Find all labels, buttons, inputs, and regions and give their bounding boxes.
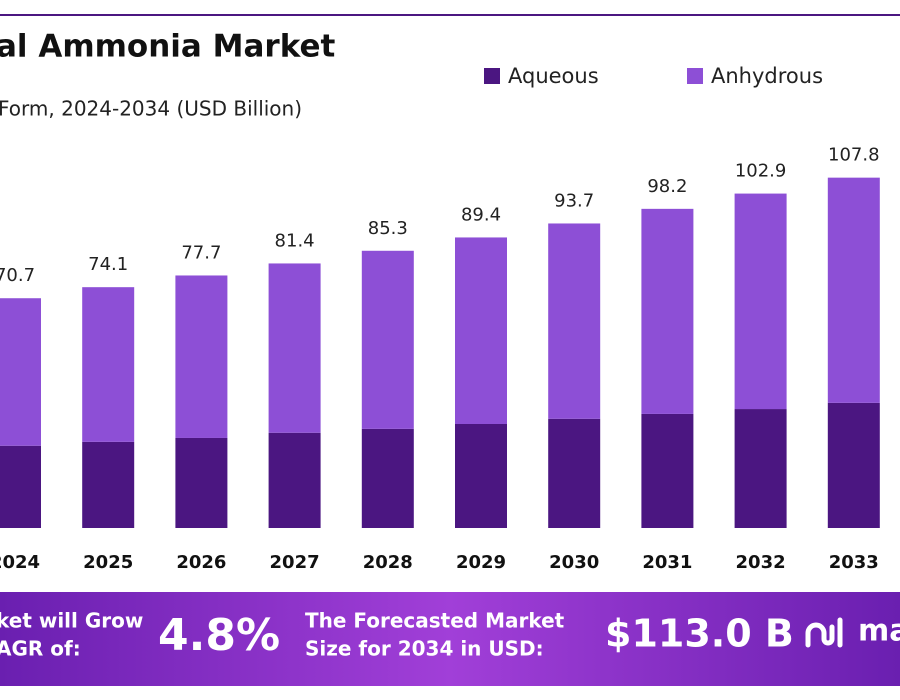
bar-segment	[734, 193, 787, 410]
data-label: 107.8	[828, 145, 880, 166]
x-tick-label: 2026	[176, 552, 226, 573]
data-label: 77.7	[181, 242, 221, 263]
bar-segment	[268, 432, 321, 528]
data-label: 74.1	[88, 254, 128, 275]
banner-text: AGR of:	[0, 637, 81, 661]
bar-segment	[175, 275, 228, 438]
bar-segment	[641, 208, 694, 414]
legend-label: Anhydrous	[711, 64, 823, 88]
bar-segment	[827, 177, 880, 403]
x-tick-label: 2027	[270, 552, 320, 573]
legend-swatch	[687, 68, 703, 84]
bar-segment	[548, 418, 601, 528]
banner-text: The Forecasted Market	[305, 609, 565, 633]
bar-segment	[82, 441, 135, 528]
bar-segment	[268, 263, 321, 433]
bar-segment	[455, 424, 507, 528]
bar-segment	[82, 287, 135, 442]
data-label: 102.9	[735, 161, 787, 182]
data-label: 70.7	[0, 265, 35, 286]
bar-segment	[455, 237, 507, 424]
x-tick-label: 2025	[83, 552, 133, 573]
bar-segment	[0, 298, 41, 446]
top-border	[0, 14, 900, 16]
banner-text: Size for 2034 in USD:	[305, 637, 544, 661]
x-tick-label: 2030	[549, 552, 599, 573]
x-tick-label: 2024	[0, 552, 40, 573]
banner-text: ket will Grow	[0, 609, 143, 633]
data-label: 85.3	[368, 218, 408, 239]
x-tick-label: 2033	[829, 552, 879, 573]
legend-label: Aqueous	[508, 64, 599, 88]
bar-segment	[641, 413, 694, 528]
bar-segment	[548, 223, 601, 419]
bar-segment	[734, 409, 787, 528]
banner	[0, 592, 900, 686]
data-label: 81.4	[275, 230, 315, 251]
bar-segment	[175, 437, 228, 528]
x-tick-label: 2031	[642, 552, 692, 573]
x-tick-label: 2032	[736, 552, 786, 573]
logo-icon	[805, 617, 843, 648]
x-tick-label: 2029	[456, 552, 506, 573]
x-tick-label: 2028	[363, 552, 413, 573]
legend-swatch	[484, 68, 500, 84]
chart-title: al Ammonia Market	[0, 29, 336, 65]
logo-text: ma	[858, 614, 900, 649]
bar-segment	[361, 250, 414, 429]
chart-subtitle: Form, 2024-2034 (USD Billion)	[0, 97, 302, 121]
bar-segment	[0, 445, 41, 528]
cagr-value: 4.8%	[158, 610, 280, 661]
data-label: 89.4	[461, 204, 501, 225]
bar-segment	[827, 402, 880, 528]
data-label: 98.2	[647, 176, 687, 197]
forecast-value: $113.0 B	[605, 612, 794, 656]
bar-segment	[361, 428, 414, 528]
data-label: 93.7	[554, 190, 594, 211]
